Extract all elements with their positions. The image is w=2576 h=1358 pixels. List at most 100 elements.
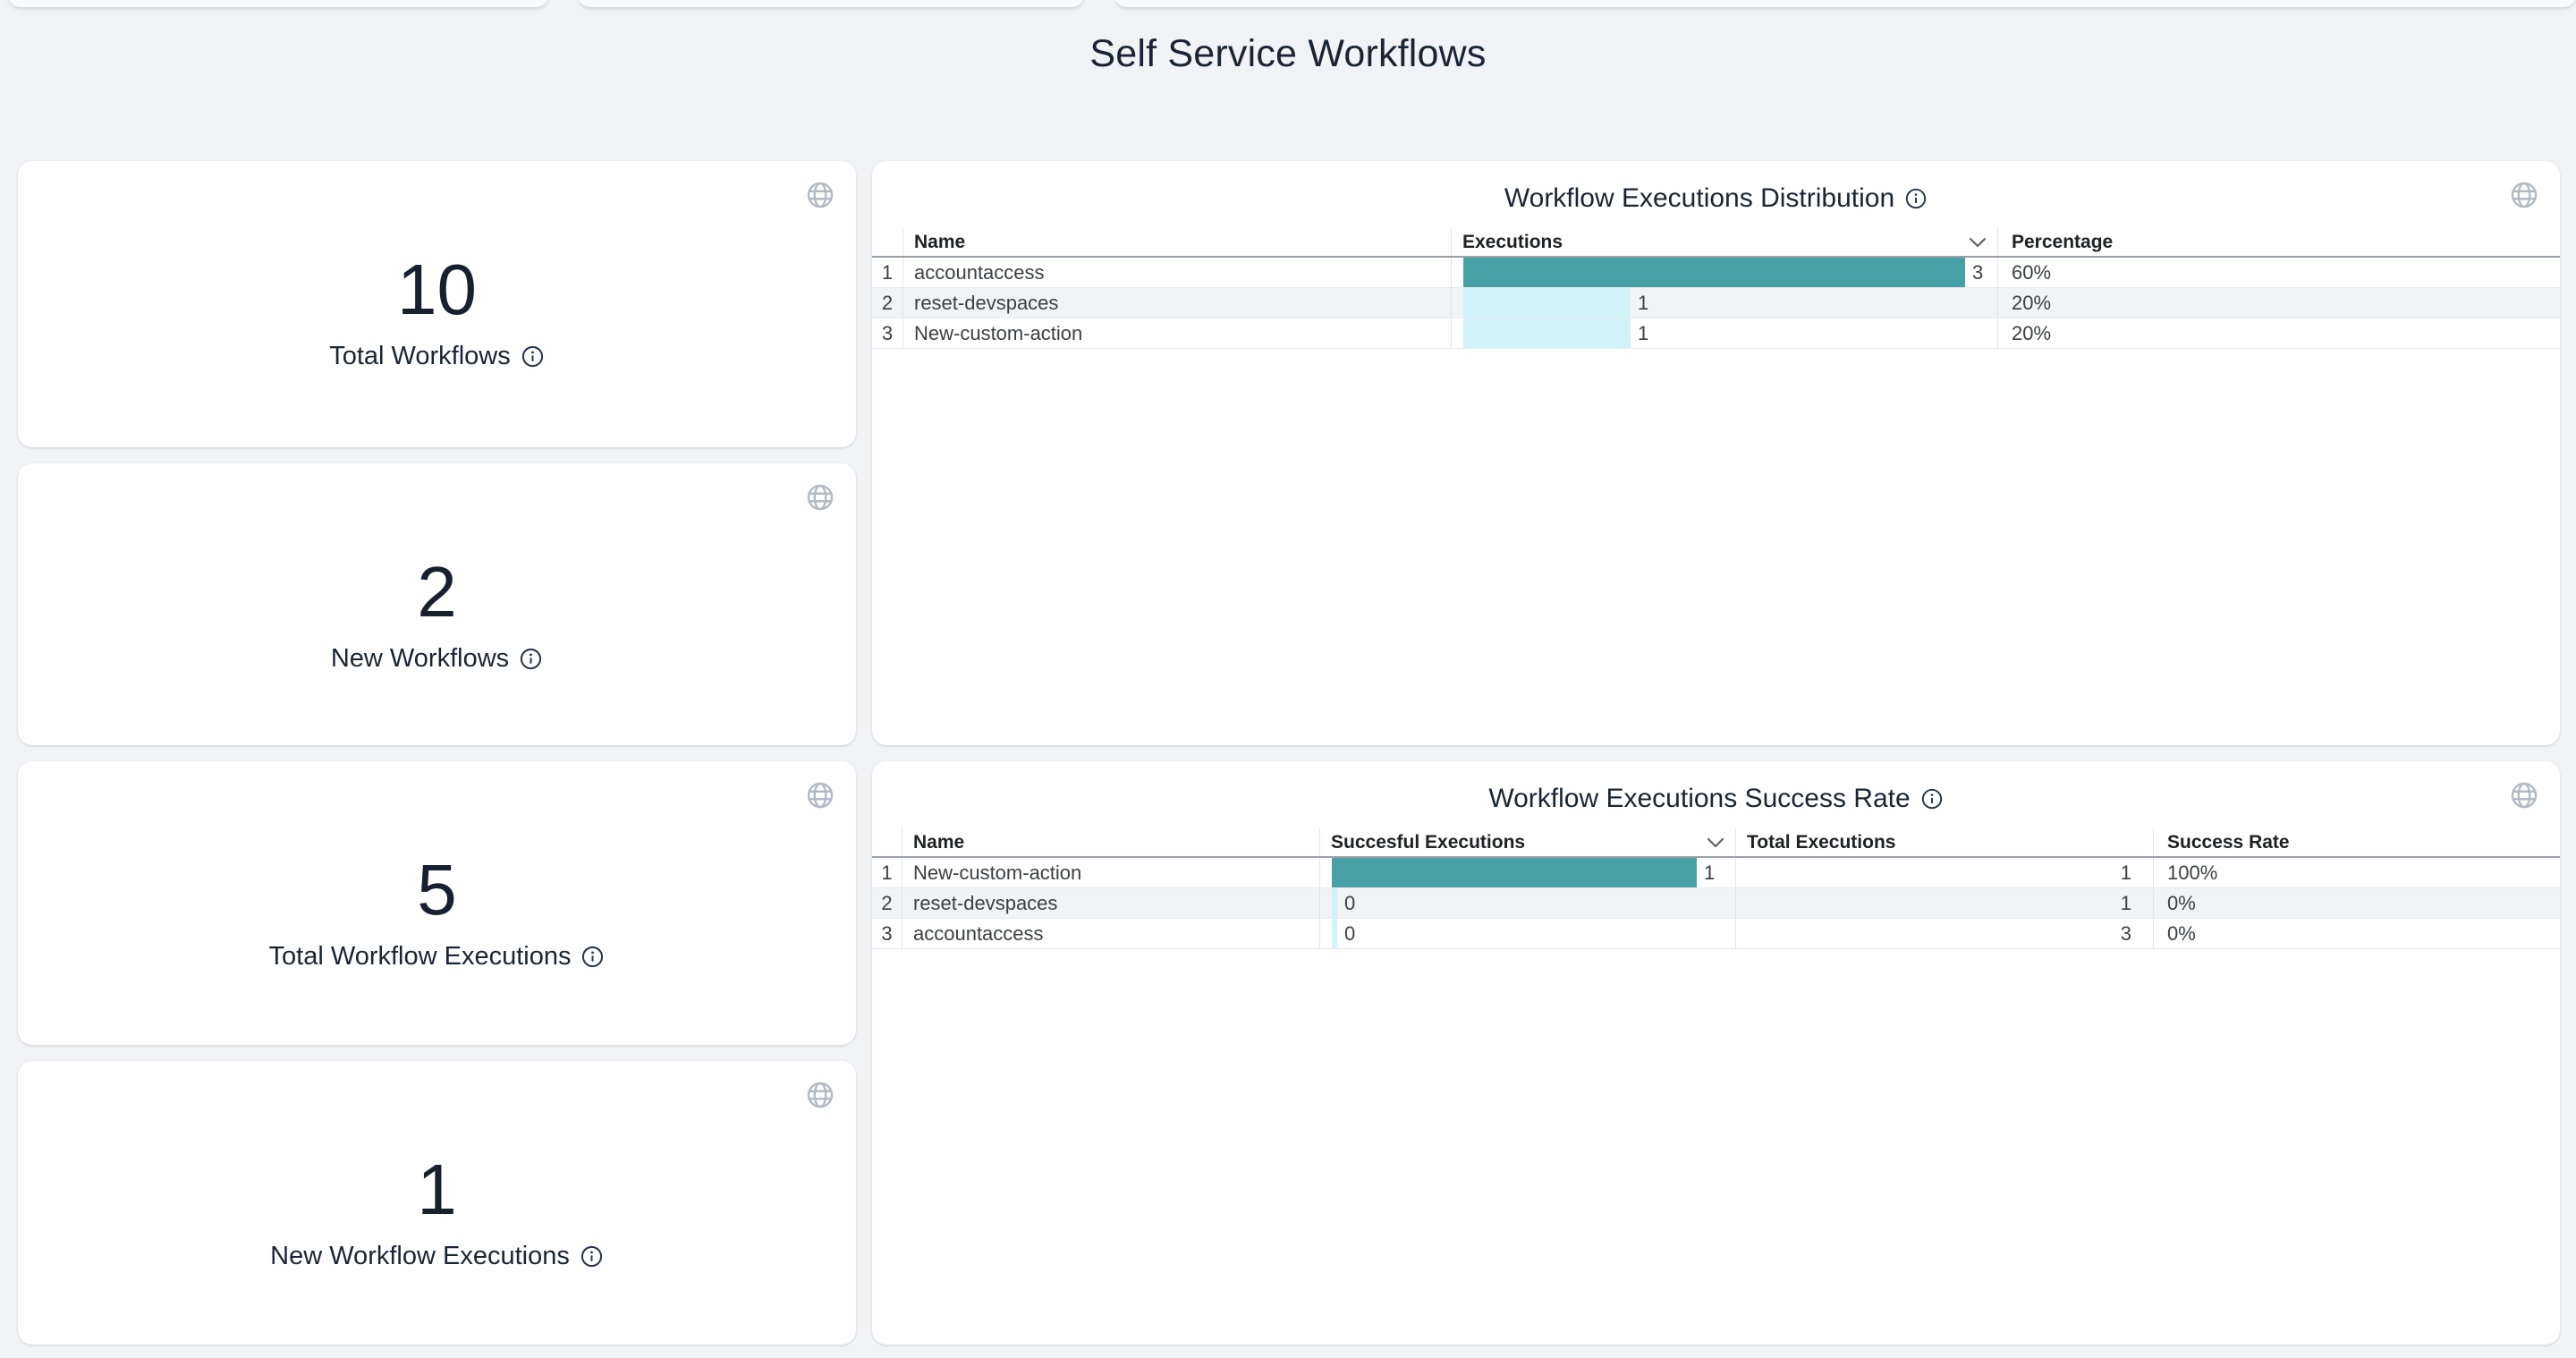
bar-value-label: 0: [1344, 891, 1356, 914]
stat-label-text: Total Workflow Executions: [268, 941, 572, 971]
bar-value-label: 1: [1638, 291, 1649, 314]
column-header-name[interactable]: Name: [902, 828, 1319, 856]
column-header-total-executions[interactable]: Total Executions: [1735, 828, 2153, 856]
total-executions-cell: 1: [1735, 888, 2153, 918]
stat-label: New Workflow Executions: [18, 1241, 856, 1271]
column-header-success-rate[interactable]: Success Rate: [2153, 828, 2560, 856]
row-index: 1: [881, 861, 893, 884]
successful-executions-cell: 1: [1319, 858, 1735, 887]
info-icon[interactable]: [519, 647, 543, 671]
row-index: 2: [881, 291, 894, 314]
bar-value-label: 0: [1344, 921, 1356, 945]
globe-icon: [805, 1080, 835, 1110]
panel-title: Workflow Executions Distribution: [872, 182, 2560, 215]
stat-value: 10: [397, 250, 477, 329]
name-cell: reset-devspaces: [902, 888, 1319, 918]
globe-icon: [805, 780, 835, 811]
column-header-label: Executions: [1462, 231, 1563, 252]
bar-value-label: 1: [1638, 321, 1649, 344]
name-cell: New-custom-action: [902, 318, 1451, 348]
info-icon[interactable]: [1920, 787, 1944, 811]
stat-label: Total Workflow Executions: [18, 941, 856, 972]
stat-label: New Workflows: [18, 643, 856, 674]
total-executions-cell: 1: [1735, 858, 2153, 887]
globe-button[interactable]: [2508, 779, 2540, 811]
globe-icon: [2509, 180, 2539, 210]
successful-executions-cell: 0: [1319, 919, 1735, 948]
name-cell: New-custom-action: [902, 858, 1319, 887]
row-index: 2: [881, 891, 893, 914]
table-row: 3 accountaccess 0 3 0%: [872, 919, 2560, 949]
table-header-row: Name Executions Percentage: [872, 228, 2560, 258]
executions-cell: 3: [1451, 258, 1997, 287]
globe-icon: [2509, 780, 2539, 811]
stat-value: 5: [417, 850, 457, 929]
successful-executions-bar: [1332, 919, 1337, 948]
column-header-name[interactable]: Name: [902, 228, 1451, 256]
success-rate-table: Name Succesful Executions Total Executio…: [872, 828, 2560, 949]
globe-button[interactable]: [804, 481, 836, 513]
row-index: 3: [881, 321, 894, 344]
stat-value: 2: [417, 552, 457, 632]
successful-executions-bar: [1332, 888, 1337, 918]
executions-bar: [1463, 318, 1631, 348]
panel-title-text: Workflow Executions Distribution: [1504, 183, 1895, 213]
stat-card-new-workflow-executions: 1 New Workflow Executions: [18, 1061, 856, 1345]
name-cell: reset-devspaces: [902, 288, 1451, 318]
stat-card-new-workflows: 2 New Workflows: [18, 463, 856, 745]
total-executions-cell: 3: [1735, 919, 2153, 948]
bar-value-label: 1: [1704, 861, 1716, 884]
name-cell: accountaccess: [902, 919, 1319, 948]
executions-bar: [1463, 288, 1631, 318]
column-header-label: Succesful Executions: [1331, 831, 1526, 853]
page-title: Self Service Workflows: [1089, 32, 1487, 75]
table-row: 2 reset-devspaces 1 20%: [872, 288, 2560, 318]
chevron-down-icon: [1969, 237, 1987, 248]
scrolled-card-bottom: [8, 0, 548, 7]
stat-card-total-workflows: 10 Total Workflows: [18, 161, 856, 447]
globe-button[interactable]: [804, 779, 836, 811]
executions-cell: 1: [1451, 318, 1997, 348]
successful-executions-bar: [1332, 858, 1697, 887]
percentage-cell: 20%: [1997, 288, 2560, 318]
globe-icon: [805, 482, 835, 513]
panel-workflow-executions-success-rate: Workflow Executions Success Rate Name Su…: [872, 761, 2560, 1345]
stat-label-text: Total Workflows: [329, 341, 511, 370]
column-header-index: [872, 828, 902, 856]
chevron-down-icon: [1707, 837, 1724, 848]
globe-icon: [805, 180, 835, 210]
success-rate-cell: 0%: [2153, 919, 2560, 948]
stat-value: 1: [417, 1150, 457, 1229]
success-rate-cell: 0%: [2153, 888, 2560, 918]
panel-workflow-executions-distribution: Workflow Executions Distribution Name Ex…: [872, 161, 2560, 745]
info-icon[interactable]: [580, 1244, 604, 1269]
successful-executions-cell: 0: [1319, 888, 1735, 918]
column-header-successful-executions[interactable]: Succesful Executions: [1319, 828, 1735, 856]
info-icon[interactable]: [580, 945, 605, 969]
globe-button[interactable]: [804, 1079, 836, 1111]
table-row: 3 New-custom-action 1 20%: [872, 318, 2560, 349]
percentage-cell: 20%: [1997, 318, 2560, 348]
info-icon[interactable]: [1904, 187, 1928, 210]
stat-label-text: New Workflow Executions: [270, 1241, 570, 1270]
bar-value-label: 3: [1972, 260, 1984, 284]
success-rate-cell: 100%: [2153, 858, 2560, 887]
scrolled-card-bottom: [578, 0, 1084, 7]
table-header-row: Name Succesful Executions Total Executio…: [872, 828, 2560, 858]
row-index: 1: [881, 260, 894, 284]
stat-label: Total Workflows: [18, 341, 856, 371]
globe-button[interactable]: [804, 179, 836, 211]
column-header-executions[interactable]: Executions: [1451, 228, 1997, 256]
row-index: 3: [881, 921, 893, 945]
column-header-percentage[interactable]: Percentage: [1997, 228, 2560, 256]
stat-label-text: New Workflows: [330, 643, 510, 673]
globe-button[interactable]: [2508, 179, 2540, 211]
panel-title-text: Workflow Executions Success Rate: [1488, 784, 1911, 813]
executions-cell: 1: [1451, 288, 1997, 318]
table-row: 2 reset-devspaces 0 1 0%: [872, 888, 2560, 919]
distribution-table: Name Executions Percentage 1 accountacce…: [872, 228, 2560, 349]
scrolled-card-bottom: [1114, 0, 2576, 7]
executions-bar: [1463, 258, 1965, 287]
panel-title: Workflow Executions Success Rate: [872, 783, 2560, 815]
info-icon[interactable]: [521, 344, 545, 369]
